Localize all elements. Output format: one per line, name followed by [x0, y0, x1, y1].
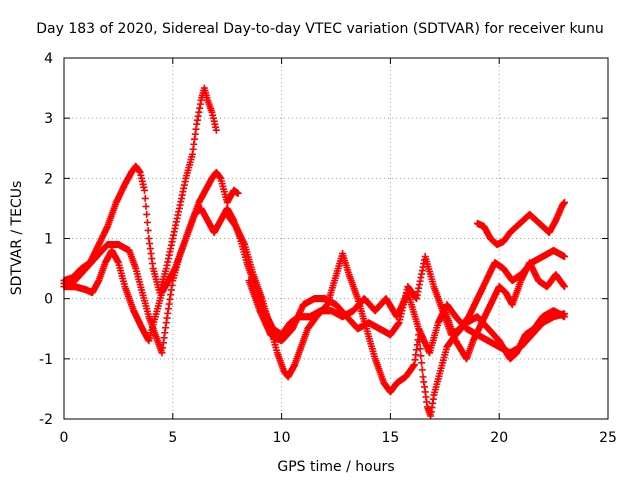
data-point [560, 313, 568, 321]
series-track-7 [441, 259, 568, 363]
data-point [415, 331, 423, 339]
data-point [141, 186, 149, 194]
data-point [417, 352, 425, 360]
axis-ticks: 0 5 10 15 20 25 -2 -1 0 1 2 3 4 [39, 51, 617, 446]
series-track-6 [473, 198, 568, 249]
y-tick-label: 4 [44, 51, 53, 67]
data-point [560, 198, 568, 206]
y-tick-label: 3 [44, 111, 53, 127]
data-point [141, 194, 149, 202]
chart-title: Day 183 of 2020, Sidereal Day-to-day VTE… [36, 21, 604, 37]
x-axis-label: GPS time / hours [277, 459, 394, 475]
data-point [234, 189, 242, 197]
data-point [418, 359, 426, 367]
y-tick-label: 2 [44, 171, 53, 187]
series-track-1 [60, 84, 220, 297]
grid-lines [64, 58, 608, 419]
x-tick-label: 20 [490, 430, 508, 446]
y-tick-label: 0 [44, 292, 53, 308]
data-point [212, 126, 220, 134]
data-point [144, 226, 152, 234]
y-tick-label: -2 [39, 412, 53, 428]
x-tick-label: 0 [60, 430, 69, 446]
y-tick-label: -1 [39, 352, 53, 368]
data-point [560, 283, 568, 291]
data-point [418, 366, 426, 374]
data-point [143, 210, 151, 218]
x-tick-label: 25 [599, 430, 617, 446]
x-tick-label: 10 [273, 430, 291, 446]
data-point [143, 218, 151, 226]
y-tick-label: 1 [44, 232, 53, 248]
data-point [142, 202, 150, 210]
series-track-5 [245, 247, 568, 345]
y-axis-label: SDTVAR / TECUs [9, 181, 25, 296]
data-point [560, 253, 568, 261]
x-tick-label: 15 [381, 430, 399, 446]
x-tick-label: 5 [168, 430, 177, 446]
data-points [60, 84, 568, 420]
data-point [416, 345, 424, 353]
data-point [415, 338, 423, 346]
